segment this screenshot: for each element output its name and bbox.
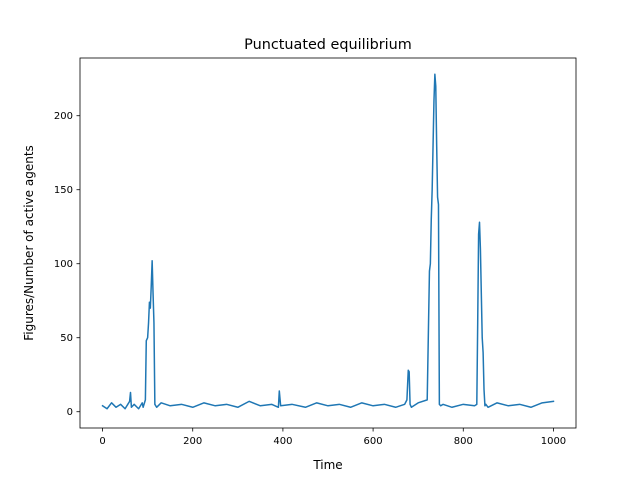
x-tick-label: 400 (273, 436, 292, 447)
x-tick-label: 200 (183, 436, 202, 447)
x-tick-label: 600 (364, 436, 383, 447)
y-tick-label: 0 (67, 407, 73, 418)
x-axis-label: Time (312, 458, 342, 472)
y-tick-label: 200 (54, 111, 73, 122)
y-tick-label: 100 (54, 259, 73, 270)
y-axis-label: Figures/Number of active agents (22, 145, 36, 341)
x-tick-label: 1000 (541, 436, 566, 447)
x-tick-label: 800 (454, 436, 473, 447)
chart-title: Punctuated equilibrium (244, 37, 412, 53)
y-tick-label: 150 (54, 185, 73, 196)
x-tick-label: 0 (99, 436, 105, 447)
y-tick-label: 50 (60, 333, 73, 344)
